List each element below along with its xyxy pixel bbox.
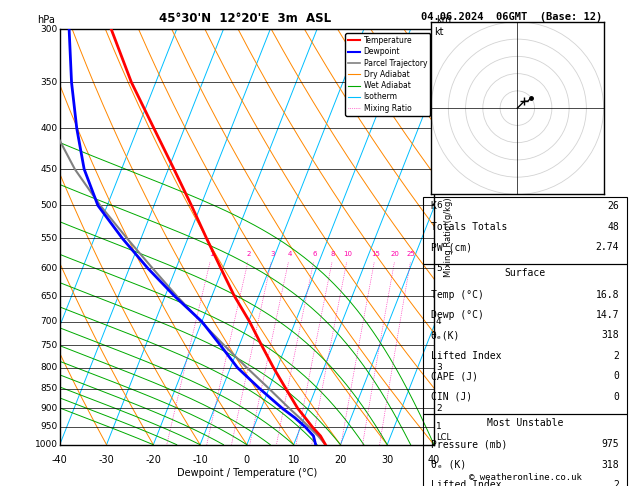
Legend: Temperature, Dewpoint, Parcel Trajectory, Dry Adiabat, Wet Adiabat, Isotherm, Mi: Temperature, Dewpoint, Parcel Trajectory… [345, 33, 430, 116]
Text: 4: 4 [436, 317, 442, 326]
Text: 0: 0 [613, 392, 619, 402]
Text: θₑ (K): θₑ (K) [431, 460, 466, 470]
Text: 8: 8 [331, 251, 335, 257]
Text: 300: 300 [41, 25, 58, 34]
Text: 5: 5 [436, 264, 442, 273]
Text: 40: 40 [428, 455, 440, 465]
Text: -30: -30 [99, 455, 114, 465]
Text: 9: 9 [436, 25, 442, 34]
Text: 26: 26 [607, 201, 619, 211]
Text: 450: 450 [41, 165, 58, 174]
Text: 2: 2 [613, 351, 619, 361]
Text: 650: 650 [41, 292, 58, 300]
Text: -20: -20 [145, 455, 161, 465]
Text: 1: 1 [436, 422, 442, 432]
Text: 318: 318 [601, 460, 619, 470]
Bar [423, 197, 627, 264]
Text: LCL: LCL [436, 433, 451, 442]
Text: K: K [431, 201, 437, 211]
Text: 25: 25 [407, 251, 416, 257]
Text: 350: 350 [41, 78, 58, 87]
Text: 10: 10 [287, 455, 300, 465]
Text: Lifted Index: Lifted Index [431, 351, 501, 361]
Text: 2: 2 [247, 251, 251, 257]
Text: 2.74: 2.74 [596, 242, 619, 252]
Text: PW (cm): PW (cm) [431, 242, 472, 252]
Text: 16.8: 16.8 [596, 290, 619, 299]
Text: 2: 2 [436, 404, 442, 413]
Text: 6: 6 [436, 201, 442, 210]
Text: 20: 20 [334, 455, 347, 465]
Text: 0: 0 [613, 371, 619, 382]
Text: 30: 30 [381, 455, 393, 465]
Text: 850: 850 [41, 384, 58, 393]
Text: 750: 750 [41, 341, 58, 350]
Text: 700: 700 [41, 317, 58, 326]
Text: © weatheronline.co.uk: © weatheronline.co.uk [469, 473, 582, 482]
Text: Lifted Index: Lifted Index [431, 480, 501, 486]
Text: Dewp (°C): Dewp (°C) [431, 310, 484, 320]
Text: 0: 0 [244, 455, 250, 465]
Text: 10: 10 [343, 251, 352, 257]
Text: kt: kt [435, 27, 444, 37]
Text: 550: 550 [41, 234, 58, 243]
Text: 8: 8 [436, 78, 442, 87]
Text: 1000: 1000 [35, 440, 58, 449]
Text: 2: 2 [613, 480, 619, 486]
Text: 1: 1 [209, 251, 214, 257]
Text: 20: 20 [391, 251, 400, 257]
Text: 975: 975 [601, 439, 619, 450]
Text: Mixing Ratio (g/kg): Mixing Ratio (g/kg) [445, 197, 454, 277]
Text: 400: 400 [41, 124, 58, 133]
Text: 48: 48 [607, 222, 619, 231]
Text: 950: 950 [41, 422, 58, 432]
Bar [423, 264, 627, 414]
Text: 45°30'N  12°20'E  3m  ASL: 45°30'N 12°20'E 3m ASL [159, 12, 331, 25]
Text: 4: 4 [287, 251, 292, 257]
Bar [423, 414, 627, 486]
Text: θₑ(K): θₑ(K) [431, 330, 460, 341]
Text: 800: 800 [41, 363, 58, 372]
Text: 600: 600 [41, 264, 58, 273]
Text: 318: 318 [601, 330, 619, 341]
Text: Temp (°C): Temp (°C) [431, 290, 484, 299]
Text: 900: 900 [41, 404, 58, 413]
Text: 14.7: 14.7 [596, 310, 619, 320]
Text: CAPE (J): CAPE (J) [431, 371, 478, 382]
Text: ASL: ASL [436, 35, 454, 45]
Text: 500: 500 [41, 201, 58, 210]
Text: 6: 6 [313, 251, 317, 257]
Text: Most Unstable: Most Unstable [487, 418, 563, 428]
Text: Dewpoint / Temperature (°C): Dewpoint / Temperature (°C) [177, 468, 317, 478]
Text: CIN (J): CIN (J) [431, 392, 472, 402]
Text: -40: -40 [52, 455, 68, 465]
Text: hPa: hPa [37, 15, 55, 25]
Text: km: km [436, 15, 451, 25]
Text: Pressure (mb): Pressure (mb) [431, 439, 507, 450]
Text: Surface: Surface [504, 268, 545, 278]
Text: 3: 3 [436, 363, 442, 372]
Text: 7: 7 [436, 124, 442, 133]
Text: 3: 3 [270, 251, 275, 257]
Text: 15: 15 [371, 251, 380, 257]
Text: 04.06.2024  06GMT  (Base: 12): 04.06.2024 06GMT (Base: 12) [421, 12, 603, 22]
Text: -10: -10 [192, 455, 208, 465]
Text: Totals Totals: Totals Totals [431, 222, 507, 231]
